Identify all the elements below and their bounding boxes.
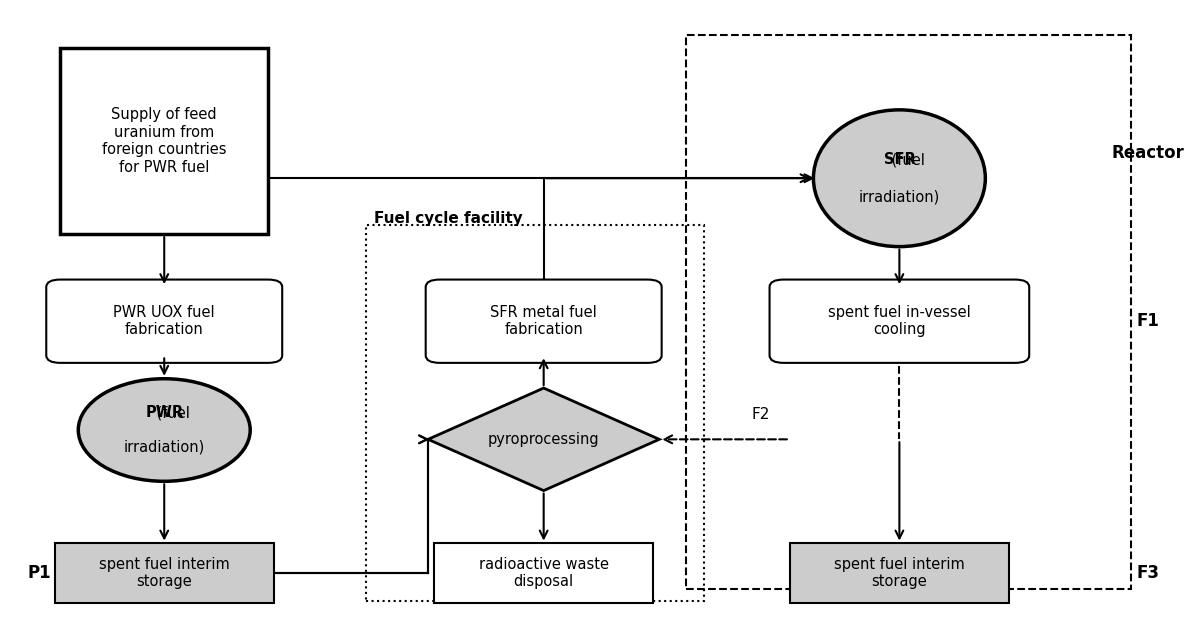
Text: SFR metal fuel
fabrication: SFR metal fuel fabrication [490,305,597,338]
Text: PWR UOX fuel
fabrication: PWR UOX fuel fabrication [114,305,216,338]
Bar [365,225,703,601]
FancyBboxPatch shape [47,280,283,363]
Bar [789,544,1009,602]
Text: irradiation): irradiation) [123,440,205,455]
Text: (fuel: (fuel [138,405,190,420]
Text: Reactor: Reactor [1112,144,1185,163]
Bar [55,544,274,602]
Text: F2: F2 [751,407,770,422]
Text: radioactive waste
disposal: radioactive waste disposal [479,557,609,589]
Text: pyroprocessing: pyroprocessing [488,432,599,447]
Text: SFR: SFR [883,152,915,167]
FancyBboxPatch shape [425,280,661,363]
Text: Supply of feed
uranium from
foreign countries
for PWR fuel: Supply of feed uranium from foreign coun… [102,107,226,175]
Text: P1: P1 [28,564,52,582]
Bar [686,35,1131,588]
Ellipse shape [813,110,985,246]
FancyBboxPatch shape [769,280,1029,363]
Bar [60,48,268,234]
Bar [434,544,653,602]
Text: F3: F3 [1137,564,1160,582]
Text: F1: F1 [1137,312,1160,330]
Ellipse shape [78,379,250,481]
Text: spent fuel in-vessel
cooling: spent fuel in-vessel cooling [828,305,970,338]
Text: Fuel cycle facility: Fuel cycle facility [375,211,524,226]
Text: PWR: PWR [145,405,183,420]
Text: spent fuel interim
storage: spent fuel interim storage [834,557,964,589]
Text: spent fuel interim
storage: spent fuel interim storage [99,557,230,589]
Polygon shape [428,388,659,491]
Text: (fuel: (fuel [873,152,925,167]
Text: irradiation): irradiation) [859,190,940,204]
